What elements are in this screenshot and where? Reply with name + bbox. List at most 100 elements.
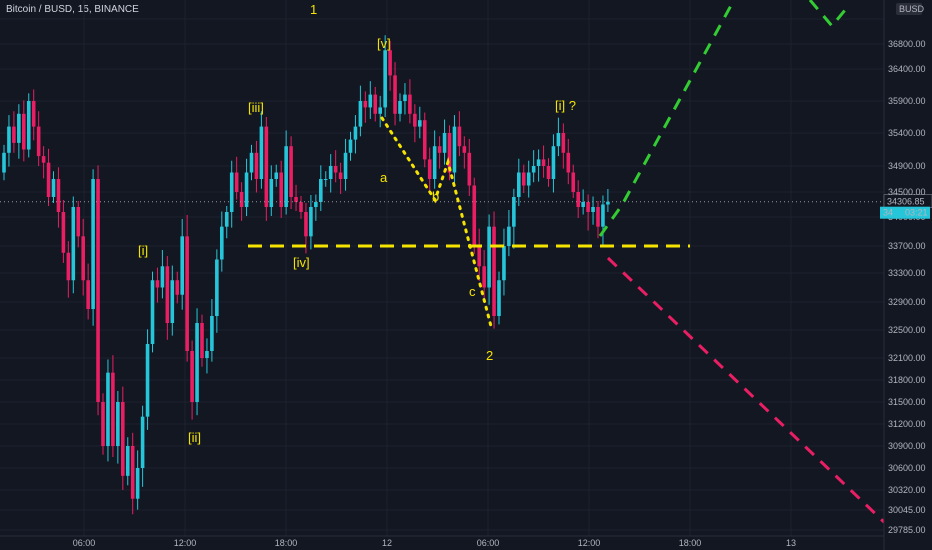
candle-body	[249, 152, 254, 173]
candle-body	[526, 172, 531, 186]
candle-body	[398, 101, 402, 114]
abc-correction-path	[380, 116, 494, 332]
candle-body	[472, 185, 477, 246]
candle-body	[26, 101, 31, 150]
candle-body	[200, 323, 204, 358]
candle-body	[22, 113, 26, 150]
candle-body	[264, 126, 269, 207]
price-axis-bg	[884, 0, 932, 550]
candle-body	[41, 156, 46, 163]
candle-body	[121, 402, 125, 476]
candle-body	[130, 446, 135, 499]
candle-body	[224, 212, 229, 227]
time-tick-label: 18:00	[275, 538, 298, 548]
candle-body	[586, 202, 590, 212]
wave-label: c	[469, 284, 476, 299]
candle-body	[81, 236, 85, 281]
candle-body	[457, 126, 462, 147]
candle-body	[91, 179, 95, 309]
candle-body	[492, 226, 496, 316]
candle-body	[467, 152, 472, 186]
candle-body	[229, 172, 234, 212]
price-tick-label: 31200.00	[888, 419, 926, 429]
candle-body	[403, 94, 407, 101]
price-tick-label: 32100.00	[888, 353, 926, 363]
candle-body	[452, 126, 457, 173]
countdown-tag	[902, 206, 930, 219]
price-tick-label: 30600.00	[888, 463, 926, 473]
candle-body	[61, 212, 66, 253]
candle-body	[111, 372, 115, 446]
candle-body	[215, 259, 219, 316]
candle-body	[388, 50, 392, 76]
time-tick-label: 13	[786, 538, 796, 548]
bullish-projection	[598, 0, 736, 237]
candle-body	[581, 202, 585, 207]
candle-body	[521, 172, 526, 186]
candle-body	[71, 207, 76, 281]
candle-body	[294, 197, 298, 202]
candle-body	[368, 94, 373, 108]
price-tick-label: 30900.00	[888, 441, 926, 451]
price-tick-label: 35900.00	[888, 96, 926, 106]
candle-body	[239, 192, 244, 207]
candle-body	[12, 126, 16, 143]
candle-body	[2, 152, 6, 173]
currency-label: BUSD	[899, 4, 925, 14]
candle-body	[234, 172, 239, 192]
candle-body	[502, 246, 506, 281]
time-axis: 06:00 12:00 18:00 12 06:00 12:00 18:00 13	[0, 535, 884, 548]
candle-body	[284, 146, 288, 207]
candle-body	[591, 207, 595, 212]
wave-label: 1	[310, 2, 317, 17]
candle-body	[56, 179, 61, 212]
candle-body	[160, 266, 165, 288]
candle-body	[254, 152, 259, 179]
candle-body	[566, 152, 571, 173]
candle-body	[517, 172, 521, 197]
time-tick-label: 12	[382, 538, 392, 548]
price-tick-label: 34500.00	[888, 187, 926, 197]
price-tick-label: 30045.00	[888, 505, 926, 515]
candle-body	[343, 152, 348, 179]
short-price-label: 34	[883, 208, 893, 218]
candle-body	[96, 179, 100, 402]
price-tick-label: 31800.00	[888, 375, 926, 385]
candle-body	[190, 351, 194, 402]
candle-body	[170, 280, 175, 323]
candle-body	[314, 202, 318, 207]
wave-label: [ii]	[188, 430, 201, 445]
time-tick-label: 06:00	[73, 538, 96, 548]
candle-body	[175, 280, 180, 295]
candle-body	[220, 226, 224, 260]
candle-body	[155, 280, 160, 288]
time-tick-label: 18:00	[679, 538, 702, 548]
candle-body	[309, 207, 313, 237]
candle-body	[145, 344, 150, 417]
candle-body	[348, 139, 353, 153]
candle-body	[125, 446, 130, 476]
wave-label: [i] ?	[555, 98, 576, 113]
wave-label: [iii]	[248, 100, 264, 115]
candle-body	[442, 133, 447, 153]
candle-body	[531, 166, 536, 173]
price-tick-label: 34900.00	[888, 161, 926, 171]
wave-labels: 1 [i] [ii] [iii] [iv] [v] a b c 2 [i] ?	[138, 2, 576, 445]
candle-body	[86, 280, 90, 309]
candle-body	[576, 192, 580, 207]
time-tick-label: 12:00	[174, 538, 197, 548]
candle-body	[269, 179, 274, 207]
candle-body	[408, 94, 412, 114]
candle-body	[571, 172, 576, 192]
candle-body	[135, 468, 140, 499]
price-tick-label: 32900.00	[888, 297, 926, 307]
candle-body	[279, 172, 283, 207]
candle-body	[299, 202, 303, 212]
time-tick-label: 12:00	[578, 538, 601, 548]
candle-body	[462, 146, 467, 153]
candle-body	[76, 207, 81, 237]
current-price-label: 34306.85	[887, 197, 925, 207]
price-axis: BUSD 36800.00 36400.00 35900.00 35400.00 3490…	[880, 0, 932, 550]
candle-body	[259, 126, 264, 179]
